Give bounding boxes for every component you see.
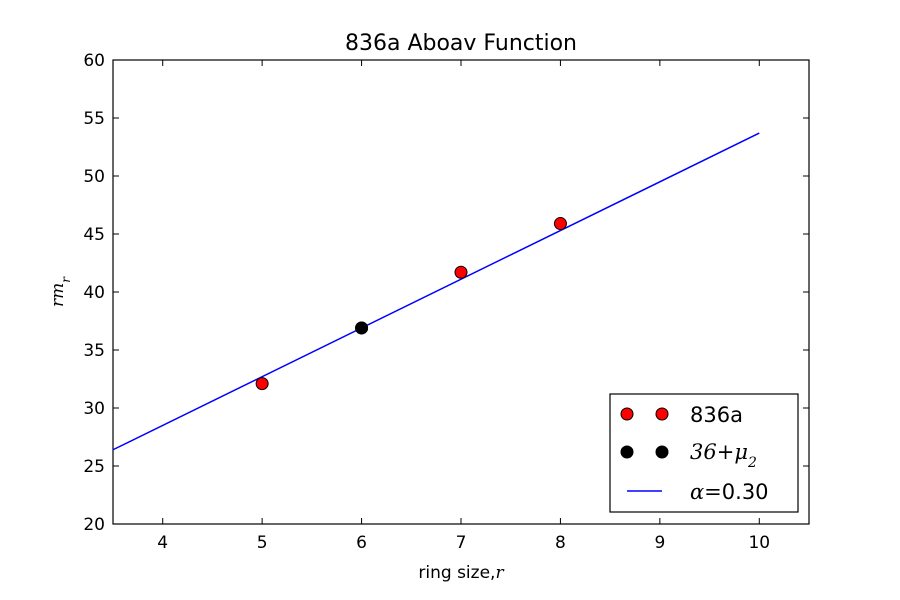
y-tick-label: 50 xyxy=(83,167,105,187)
legend-box xyxy=(609,393,799,513)
point-series-layer xyxy=(255,217,567,391)
legend-label-36-mu2: 36+μ2 xyxy=(690,440,757,471)
data-point-series-0 xyxy=(454,265,468,279)
legend-marker-36-mu2 xyxy=(620,445,634,459)
legend-marker-836a xyxy=(655,407,669,421)
y-tick-label: 60 xyxy=(83,51,105,71)
x-tick-label: 10 xyxy=(748,533,770,553)
y-tick-label: 40 xyxy=(83,283,105,303)
y-tick-label: 20 xyxy=(83,515,105,535)
legend-marker-836a xyxy=(620,407,634,421)
y-tick-label: 45 xyxy=(83,225,105,245)
x-tick-label: 4 xyxy=(157,533,168,553)
x-tick-label: 8 xyxy=(555,533,566,553)
data-point-series-0 xyxy=(553,217,567,231)
x-tick-label: 9 xyxy=(654,533,665,553)
x-tick-label: 7 xyxy=(456,533,467,553)
y-tick-label: 35 xyxy=(83,341,105,361)
chart-title: 836a Aboav Function xyxy=(345,31,577,56)
y-tick-label: 55 xyxy=(83,109,105,129)
fit-line xyxy=(112,132,760,451)
data-point-series-1 xyxy=(355,321,369,335)
x-axis-label: ring size,r xyxy=(418,563,504,583)
x-axis: 4 5 6 7 8 9 10 xyxy=(157,60,770,553)
y-axis: 20 25 30 35 40 45 50 55 60 xyxy=(83,51,809,535)
y-axis-label: rmr xyxy=(48,276,73,307)
x-tick-label: 6 xyxy=(356,533,367,553)
y-tick-label: 25 xyxy=(83,457,105,477)
y-tick-label: 30 xyxy=(83,399,105,419)
legend-marker-36-mu2 xyxy=(655,445,669,459)
legend: 836a 36+μ2 α=0.30 xyxy=(609,393,799,513)
line-series-layer xyxy=(112,132,760,451)
x-tick-label: 5 xyxy=(257,533,268,553)
legend-label-alpha: α=0.30 xyxy=(690,480,769,504)
data-point-series-0 xyxy=(255,377,269,391)
legend-label-836a: 836a xyxy=(690,403,743,427)
